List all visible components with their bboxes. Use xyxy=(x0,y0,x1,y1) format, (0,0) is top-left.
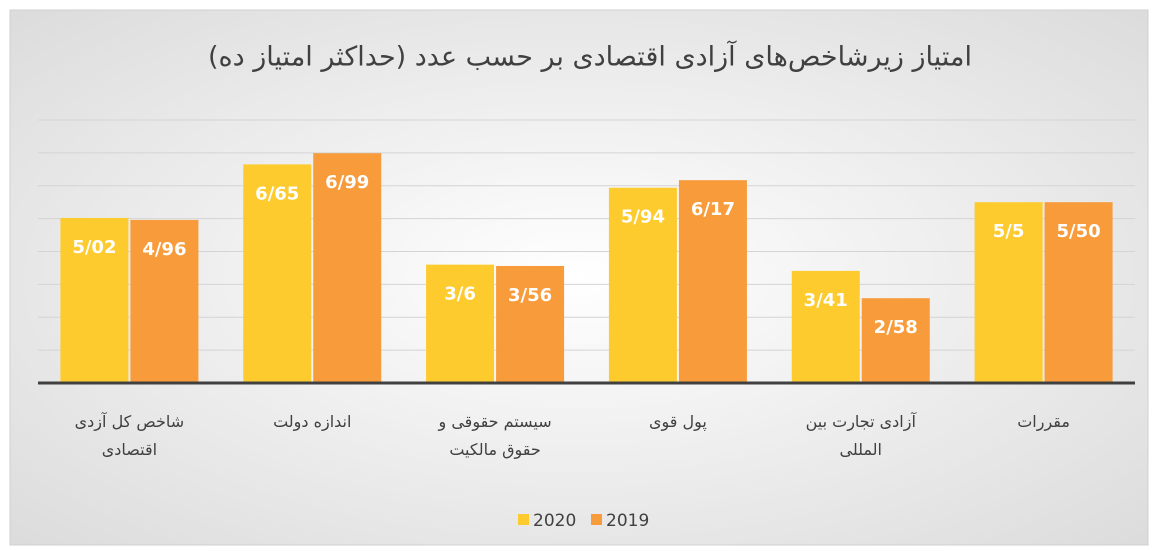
x-tick-label: سیستم حقوقی و حقوق مالکیت xyxy=(438,412,552,459)
bar xyxy=(608,187,677,383)
data-label: 3/41 xyxy=(804,290,848,311)
bar xyxy=(496,265,565,383)
bar xyxy=(60,217,129,383)
x-tick-label: مقررات xyxy=(1017,412,1070,431)
data-label: 5/5 xyxy=(993,221,1025,242)
x-tick-label: شاخص کل آزدی اقتصادی xyxy=(74,412,185,459)
data-label: 2/58 xyxy=(874,317,918,338)
legend-label: 2019 xyxy=(606,511,649,531)
chart-title: امتیاز زیرشاخص‌های آزادی اقتصادی بر حسب … xyxy=(208,41,972,73)
legend-swatch xyxy=(518,514,529,525)
data-label: 6/17 xyxy=(691,199,735,220)
bar xyxy=(243,164,312,383)
data-label: 6/65 xyxy=(255,183,299,204)
data-label: 5/02 xyxy=(72,237,116,258)
data-label: 5/50 xyxy=(1057,221,1101,242)
data-label: 3/56 xyxy=(508,285,552,306)
bar xyxy=(974,202,1043,383)
data-label: 6/99 xyxy=(325,172,369,193)
data-label: 5/94 xyxy=(621,207,665,228)
bar xyxy=(791,270,860,383)
data-label: 4/96 xyxy=(142,239,186,260)
legend-swatch xyxy=(591,514,602,525)
bar xyxy=(130,219,199,383)
bar xyxy=(1044,202,1113,383)
x-tick-label: آزادی تجارت بین المللی xyxy=(805,412,916,459)
bar xyxy=(861,298,930,383)
chart-frame xyxy=(9,9,1149,546)
data-label: 3/6 xyxy=(444,284,476,305)
bar xyxy=(678,180,747,383)
x-tick-label: اندازه دولت xyxy=(273,412,352,431)
legend-label: 2020 xyxy=(533,511,576,531)
bar xyxy=(313,153,382,383)
x-tick-label: پول قوی xyxy=(648,412,707,431)
bar xyxy=(426,264,495,383)
